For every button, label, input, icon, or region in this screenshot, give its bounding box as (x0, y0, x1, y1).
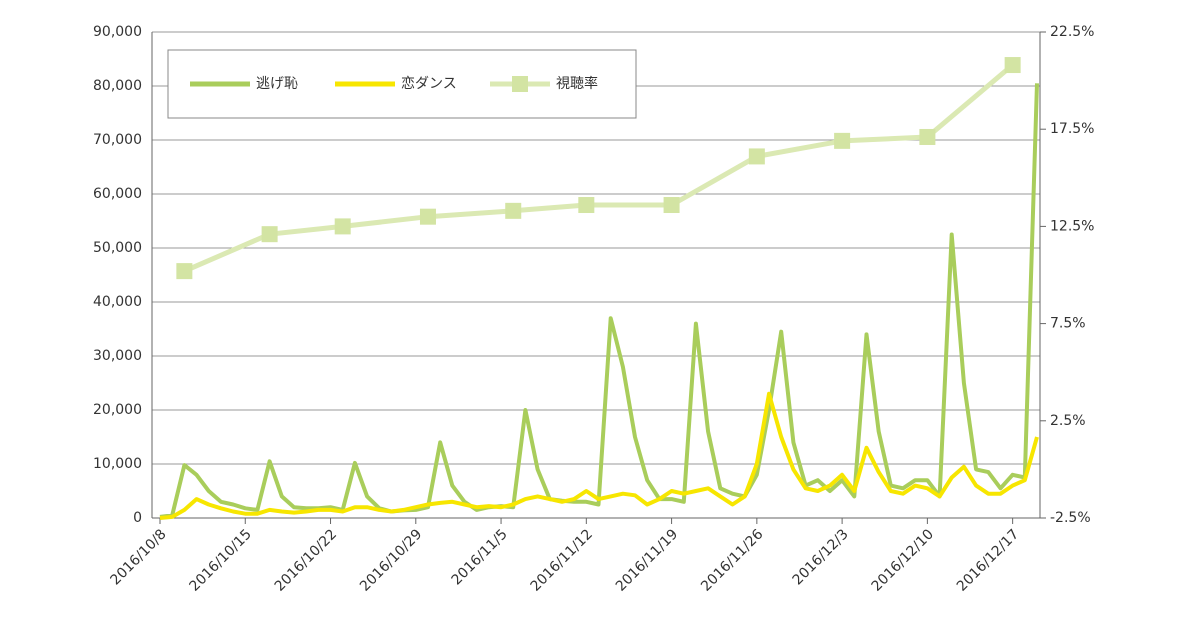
series-marker (334, 218, 351, 235)
x-tick-label: 2016/10/15 (187, 526, 255, 594)
x-tick-label: 2016/10/8 (108, 526, 170, 588)
y-tick-label: 80,000 (93, 78, 142, 94)
series-marker (419, 208, 436, 225)
series-marker (261, 226, 278, 243)
series-marker (176, 263, 193, 280)
y-tick-label: 40,000 (93, 294, 142, 310)
x-tick-label: 2016/12/17 (954, 526, 1022, 594)
series-marker (834, 132, 851, 149)
series-marker (748, 148, 765, 165)
series-line (159, 391, 1039, 520)
x-tick-label: 2016/10/29 (357, 526, 425, 594)
legend-marker (512, 76, 528, 92)
legend-label: 視聴率 (556, 75, 598, 92)
x-tick-label: 2016/12/10 (869, 526, 937, 594)
x-tick-label: 2016/11/5 (449, 526, 511, 588)
x-tick-label: 2016/11/19 (613, 526, 681, 594)
x-tick-label: 2016/12/3 (790, 526, 852, 588)
y2-tick-label: 7.5% (1050, 316, 1086, 332)
y-tick-label: 20,000 (93, 402, 142, 418)
y-tick-label: 0 (133, 510, 142, 526)
y-tick-label: 60,000 (93, 186, 142, 202)
x-tick-label: 2016/10/22 (272, 526, 340, 594)
legend-label: 恋ダンス (401, 75, 457, 92)
legend-label: 逃げ恥 (256, 76, 298, 92)
series-marker (919, 128, 936, 145)
y-tick-label: 10,000 (93, 456, 142, 472)
x-tick-label: 2016/11/12 (528, 526, 596, 594)
y-tick-label: 90,000 (93, 24, 142, 40)
y-tick-label: 70,000 (93, 132, 142, 148)
series-marker (663, 197, 680, 214)
y-tick-label: 50,000 (93, 240, 142, 256)
series-line (159, 83, 1039, 519)
y-tick-label: 30,000 (93, 348, 142, 364)
y2-tick-label: 22.5% (1050, 24, 1094, 40)
series-marker (578, 197, 595, 214)
y2-tick-label: 2.5% (1050, 413, 1086, 429)
y2-tick-label: 12.5% (1050, 218, 1094, 234)
series-marker (505, 202, 522, 219)
y2-tick-label: -2.5% (1050, 510, 1091, 526)
x-tick-label: 2016/11/26 (698, 526, 766, 594)
series-marker (1004, 57, 1021, 74)
y2-tick-label: 17.5% (1050, 121, 1094, 137)
